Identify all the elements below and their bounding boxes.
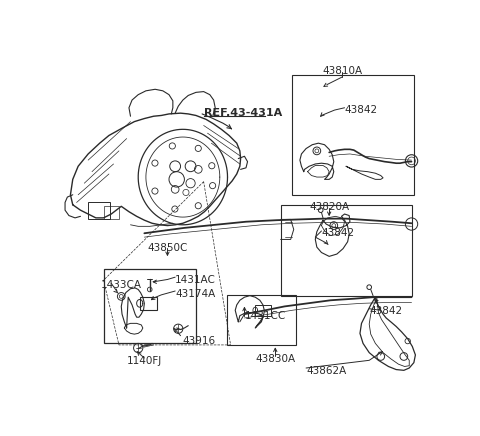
Bar	[227, 295, 296, 345]
Text: 1140FJ: 1140FJ	[127, 357, 162, 367]
Bar	[104, 206, 119, 218]
Text: REF.43-431A: REF.43-431A	[204, 108, 282, 118]
Text: 43842: 43842	[369, 307, 402, 317]
Bar	[88, 202, 110, 219]
Bar	[104, 269, 196, 343]
Bar	[140, 297, 156, 310]
Text: 43916: 43916	[183, 336, 216, 346]
Text: 43830A: 43830A	[255, 354, 295, 364]
Bar	[255, 305, 271, 316]
Text: 43842: 43842	[345, 105, 378, 115]
Bar	[292, 75, 414, 195]
Text: 1431CC: 1431CC	[244, 311, 286, 321]
Text: 1431AC: 1431AC	[175, 275, 216, 285]
Text: 43820A: 43820A	[309, 202, 349, 212]
Text: 43850C: 43850C	[147, 243, 188, 253]
Text: 43862A: 43862A	[306, 367, 346, 376]
Text: 43810A: 43810A	[322, 66, 362, 76]
Bar	[281, 205, 411, 296]
Text: 43174A: 43174A	[175, 290, 216, 300]
Text: 1433CA: 1433CA	[101, 280, 142, 290]
Text: 43842: 43842	[322, 228, 355, 238]
